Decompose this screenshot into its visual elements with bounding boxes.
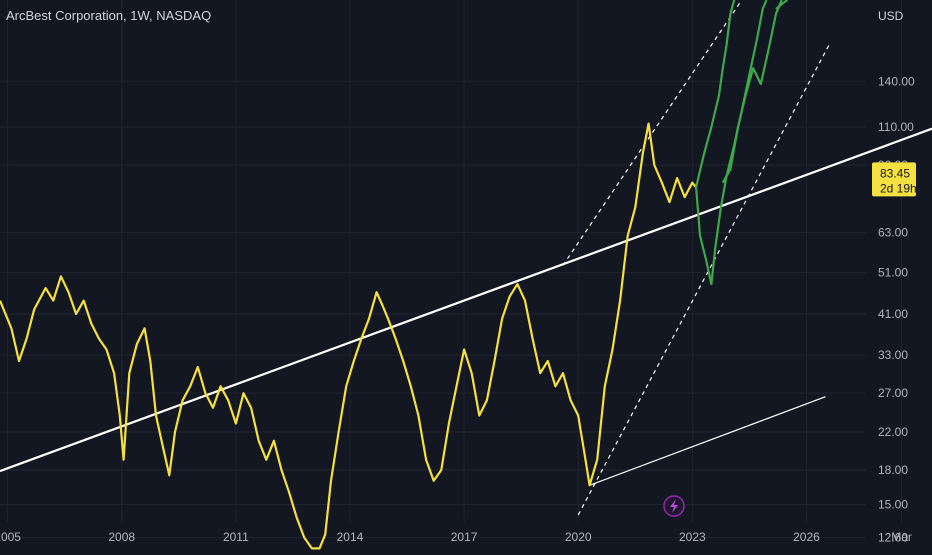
y-tick-label-5: 33.00 — [878, 348, 908, 362]
last-price-value: 83.45 — [880, 166, 910, 180]
x-tick-label-8: Mar — [891, 530, 912, 544]
chart-title: ArcBest Corporation, 1W, NASDAQ — [6, 8, 212, 23]
y-tick-label-4: 27.00 — [878, 386, 908, 400]
grid — [0, 0, 903, 539]
y-tick-label-0: 12.60 — [878, 531, 908, 545]
x-axis: 2005 2008 2011 2014 2017 2020 2023 2026 Mar — [0, 530, 912, 544]
series-line-0 — [0, 122, 697, 550]
x-tick-label-1: 2008 — [108, 530, 135, 544]
series-line-1 — [695, 0, 736, 188]
y-tick-label-2: 18.00 — [878, 463, 908, 477]
y-tick-label-10: 110.00 — [878, 120, 914, 134]
series-lines — [0, 0, 789, 550]
x-tick-label-3: 2014 — [337, 530, 364, 544]
x-tick-label-0: 2005 — [0, 530, 21, 544]
lightning-icon[interactable] — [663, 495, 685, 517]
y-tick-label-1: 15.00 — [878, 498, 908, 512]
trendline-3 — [577, 44, 830, 516]
last-price-countdown: 2d 19h — [880, 181, 917, 195]
trendline-1 — [589, 396, 826, 486]
y-axis-unit: USD — [878, 9, 904, 23]
x-tick-label-7: 2026 — [793, 530, 820, 544]
x-tick-label-2: 2011 — [223, 530, 249, 544]
series-line-3 — [721, 0, 783, 184]
y-tick-label-6: 41.00 — [878, 307, 908, 321]
x-tick-label-5: 2020 — [565, 530, 592, 544]
series-line-4 — [775, 0, 789, 10]
x-tick-label-6: 2023 — [679, 530, 706, 544]
y-axis: USD 12.60 15.00 18.00 22.00 27.00 33.00 41.00 5… — [878, 9, 915, 545]
y-tick-label-11: 140.00 — [878, 74, 915, 88]
trendlines — [0, 0, 932, 516]
x-tick-label-4: 2017 — [451, 530, 478, 544]
last-price-background — [872, 162, 916, 197]
y-tick-label-7: 51.00 — [878, 266, 908, 280]
last-price-tag: 83.45 2d 19h — [872, 162, 917, 197]
y-tick-label-8: 63.00 — [878, 226, 908, 240]
trendline-0 — [0, 127, 932, 473]
y-tick-label-3: 22.00 — [878, 425, 908, 439]
trendline-2 — [562, 0, 743, 266]
